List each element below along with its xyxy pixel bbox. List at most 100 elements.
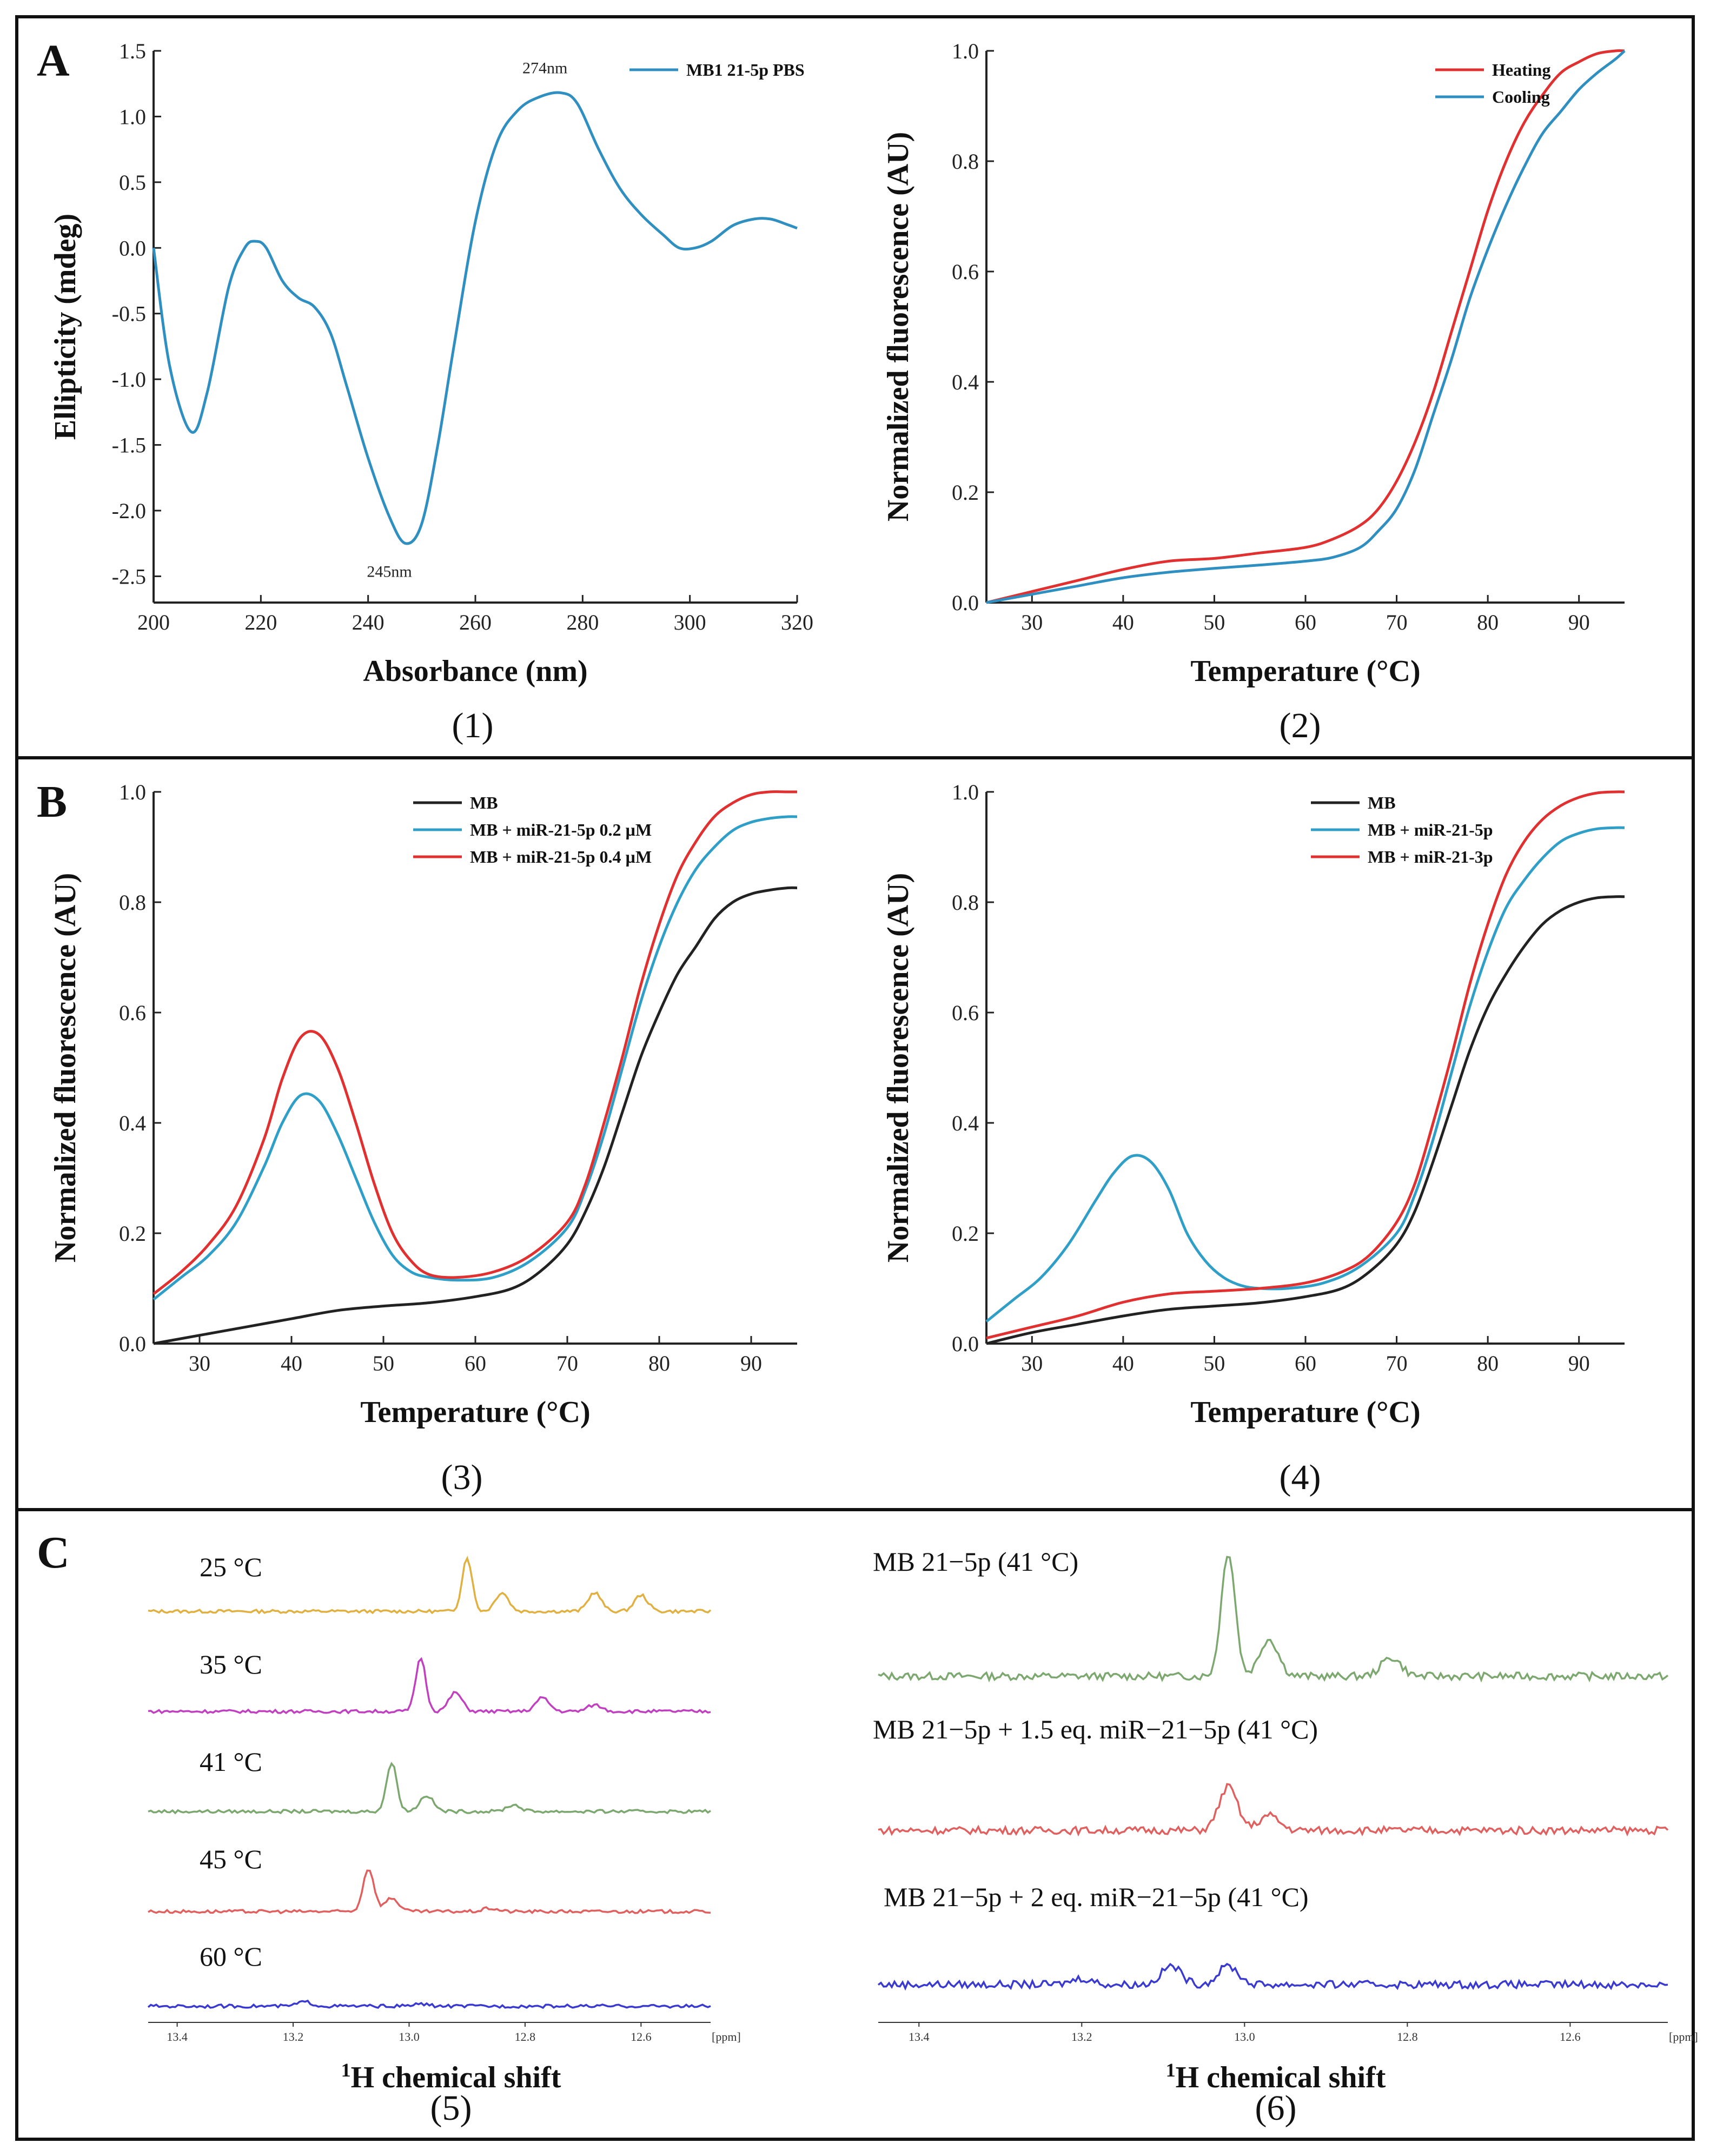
spectrum-label: MB 21−5p + 2 eq. miR−21−5p (41 °C) xyxy=(884,1882,1309,1912)
x-tick-label: 80 xyxy=(1477,1351,1499,1375)
x-tick-label: 60 xyxy=(1295,1351,1316,1375)
x-tick-label: 40 xyxy=(1112,610,1134,634)
y-tick-label: 1.0 xyxy=(119,104,146,129)
x-tick-label: 40 xyxy=(281,1351,302,1375)
nmr-label-text: H chemical shift xyxy=(1176,2061,1386,2094)
spectrum-label: MB 21−5p + 1.5 eq. miR−21−5p (41 °C) xyxy=(873,1714,1318,1744)
y-tick-label: 0.6 xyxy=(119,1001,146,1025)
legend-label: MB xyxy=(470,793,498,812)
spectrum-label: 35 °C xyxy=(200,1649,262,1679)
y-tick-label: 0.4 xyxy=(952,370,979,394)
x-tick-label: 30 xyxy=(1021,610,1043,634)
nmr-tick-label: 13.2 xyxy=(283,2030,304,2043)
nmr-tick-label: 13.0 xyxy=(399,2030,420,2043)
panel-b: B 30 40 50 60 70 80 90 0.0 0.2 0.4 0.6 0.8 1.0 Temper… xyxy=(15,756,1695,1511)
y-tick-label: 0.2 xyxy=(119,1221,146,1246)
nmr-label-text: H chemical shift xyxy=(351,2061,561,2094)
nmr-tick-label: 12.8 xyxy=(515,2030,536,2043)
y-tick-label: 0.2 xyxy=(952,480,979,505)
spectrum-trace xyxy=(878,1556,1669,1683)
x-tick-label: 80 xyxy=(648,1351,670,1375)
legend-label: MB + miR-21-5p xyxy=(1368,820,1493,839)
series-line xyxy=(153,886,798,1345)
series-line xyxy=(153,790,797,1295)
y-tick-label: -0.5 xyxy=(112,302,146,326)
nmr-unit: [ppm] xyxy=(1669,2030,1698,2043)
y-axis-label: Normalized fluorescence (AU) xyxy=(881,873,915,1263)
y-tick-label: 0.2 xyxy=(952,1221,979,1246)
x-axis-label: Temperature (°C) xyxy=(360,1396,590,1429)
x-tick-label: 200 xyxy=(137,610,170,634)
spectrum-label: 60 °C xyxy=(200,1941,262,1972)
y-tick-label: 0.8 xyxy=(119,890,146,915)
spectrum-trace xyxy=(877,1962,1668,1991)
sublabel-3: (3) xyxy=(441,1458,483,1497)
x-tick-label: 70 xyxy=(1386,610,1408,634)
sublabel-6: (6) xyxy=(1255,2088,1297,2128)
nmr-titration-spectra: MB 21−5p (41 °C) MB 21−5p + 1.5 eq. miR−2… xyxy=(873,1546,1698,2094)
spectrum-label: 25 °C xyxy=(200,1552,262,1582)
y-axis-label: Normalized fluorescence (AU) xyxy=(881,132,915,522)
y-tick-label: 0.6 xyxy=(952,1001,979,1025)
panel-c: C 25 °C 35 °C 41 °C 45 °C 60 °C 13.4 13.2 13.0 1… xyxy=(15,1508,1698,2141)
y-tick-label: 0.6 xyxy=(952,260,979,284)
y-tick-label: 0.8 xyxy=(952,890,979,915)
legend-label: MB xyxy=(1368,793,1396,812)
chart-heating-cooling: 30 40 50 60 70 80 90 0.0 0.2 0.4 0.6 0.8 1.0 Temperat… xyxy=(881,39,1626,688)
series-line xyxy=(153,815,798,1301)
series-line xyxy=(986,790,1625,1340)
x-tick-label: 260 xyxy=(459,610,492,634)
legend-label: MB + miR-21-3p xyxy=(1368,847,1493,867)
x-tick-label: 90 xyxy=(1568,1351,1590,1375)
x-tick-label: 300 xyxy=(674,610,706,634)
y-tick-label: 0.8 xyxy=(952,149,979,174)
y-tick-label: 0.0 xyxy=(119,1332,146,1356)
panel-c-letter: C xyxy=(37,1527,70,1578)
nmr-tick-label: 12.6 xyxy=(631,2030,652,2043)
panel-b-letter: B xyxy=(37,777,68,827)
y-tick-label: 1.0 xyxy=(119,780,146,804)
legend-label: MB + miR-21-5p 0.2 µM xyxy=(470,820,652,839)
x-tick-label: 60 xyxy=(1295,610,1316,634)
x-tick-label: 60 xyxy=(465,1351,486,1375)
nmr-tick-label: 12.6 xyxy=(1560,2030,1581,2043)
nmr-unit: [ppm] xyxy=(712,2030,741,2043)
legend-label: MB + miR-21-5p 0.4 µM xyxy=(470,847,652,867)
spectrum-label: MB 21−5p (41 °C) xyxy=(873,1546,1078,1577)
y-tick-label: -2.5 xyxy=(112,564,146,588)
sublabel-4: (4) xyxy=(1279,1458,1321,1497)
x-tick-label: 50 xyxy=(1203,1351,1225,1375)
spectrum-trace xyxy=(148,1869,711,1915)
series-line xyxy=(986,50,1626,604)
y-tick-label: 0.5 xyxy=(119,170,146,195)
x-tick-label: 50 xyxy=(373,1351,394,1375)
chart-ellipticity: 200 220 240 260 280 300 320 -2.5 -2.0 -1.5 -1.0 -0.… xyxy=(49,39,813,688)
x-tick-label: 80 xyxy=(1477,610,1499,634)
chart-concentration: 30 40 50 60 70 80 90 0.0 0.2 0.4 0.6 0.8 1.0 Temperat… xyxy=(49,780,798,1429)
nmr-temperature-spectra: 25 °C 35 °C 41 °C 45 °C 60 °C 13.4 13.2 13.0 12.… xyxy=(147,1552,741,2094)
y-tick-label: 0.0 xyxy=(952,591,979,615)
x-tick-label: 50 xyxy=(1203,610,1225,634)
sublabel-1: (1) xyxy=(452,706,494,745)
y-tick-label: 1.5 xyxy=(119,39,146,63)
nmr-superscript: 1 xyxy=(341,2059,351,2081)
spectrum-trace xyxy=(148,1657,711,1715)
peak-annotation: 274nm xyxy=(522,59,567,77)
series-line xyxy=(986,895,1625,1345)
y-tick-label: 0.4 xyxy=(952,1111,979,1135)
y-axis-label: Normalized fluorescence (AU) xyxy=(49,873,82,1263)
nmr-axis-label: 1H chemical shift xyxy=(341,2059,561,2094)
x-tick-label: 320 xyxy=(781,610,813,634)
x-tick-label: 220 xyxy=(244,610,277,634)
x-axis-label: Temperature (°C) xyxy=(1190,1396,1420,1429)
y-tick-label: -2.0 xyxy=(112,499,146,523)
legend-label: Cooling xyxy=(1492,87,1550,107)
peak-annotation: 245nm xyxy=(367,563,412,581)
x-tick-label: 70 xyxy=(1386,1351,1408,1375)
x-axis-label: Absorbance (nm) xyxy=(363,654,587,688)
spectrum-label: 45 °C xyxy=(200,1844,262,1874)
nmr-tick-label: 13.4 xyxy=(167,2030,188,2043)
nmr-axis-label: 1H chemical shift xyxy=(1166,2059,1386,2094)
panel-a-letter: A xyxy=(37,36,70,86)
nmr-tick-label: 13.4 xyxy=(909,2030,930,2043)
